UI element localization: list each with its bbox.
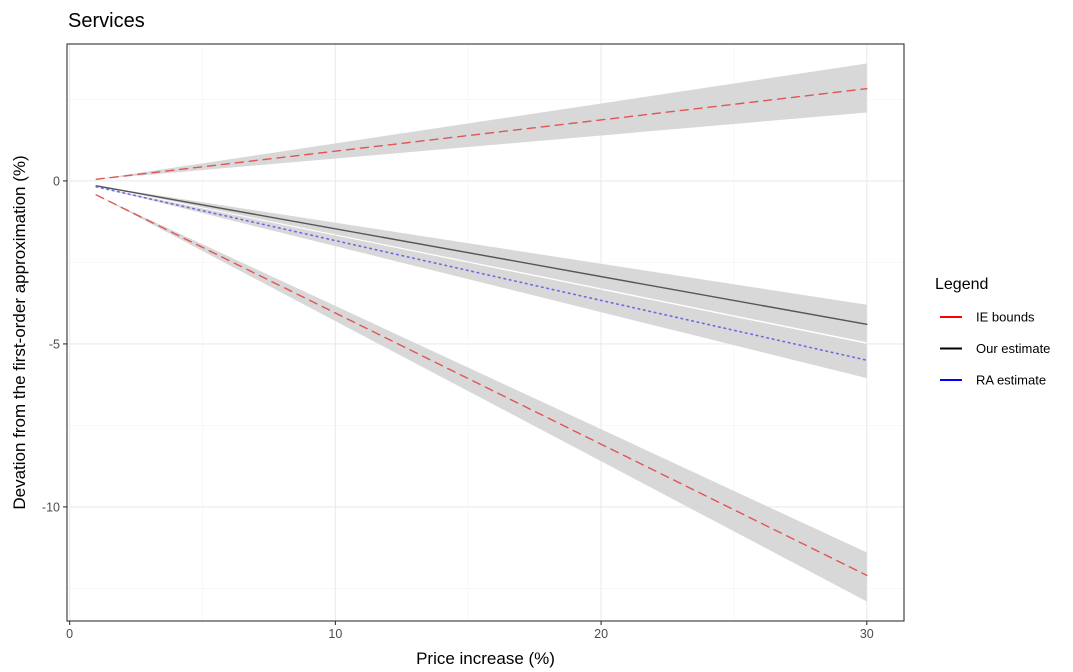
series-lines [95,87,868,577]
x-tick-label: 30 [860,627,874,641]
confidence-band-2 [96,194,867,602]
legend-entries: IE bounds Our estimate RA estimate [940,310,1050,388]
legend-label-ra-estimate: RA estimate [976,373,1046,388]
series-line-ra-estimate-4 [95,185,868,362]
y-tick-label: 0 [53,174,60,188]
y-tick-label: -10 [42,500,60,514]
legend: Legend IE bounds Our estimate RA estimate [935,276,1050,388]
confidence-bands [96,63,867,602]
axes: 0 10 20 30 0 -5 -10 [42,174,874,641]
x-tick-label: 20 [594,627,608,641]
chart-title: Services [68,10,145,32]
confidence-band-3 [96,185,867,343]
confidence-band-4 [96,186,867,379]
x-axis-title: Price increase (%) [416,649,555,668]
x-tick-label: 0 [66,627,73,641]
legend-label-ie-bounds: IE bounds [976,310,1035,325]
series-line-our-estimate-3 [95,185,868,326]
series-line-ie-bounds-2 [95,194,868,577]
y-tick-label: -5 [49,337,60,351]
plot-panel-border [66,43,905,622]
y-axis-title: Devation from the first-order approximat… [10,155,29,509]
x-tick-label: 10 [328,627,342,641]
series-line-ie-bounds-1 [95,87,868,180]
legend-title: Legend [935,276,988,293]
legend-label-our-estimate: Our estimate [976,341,1050,356]
confidence-band-1 [96,63,867,180]
